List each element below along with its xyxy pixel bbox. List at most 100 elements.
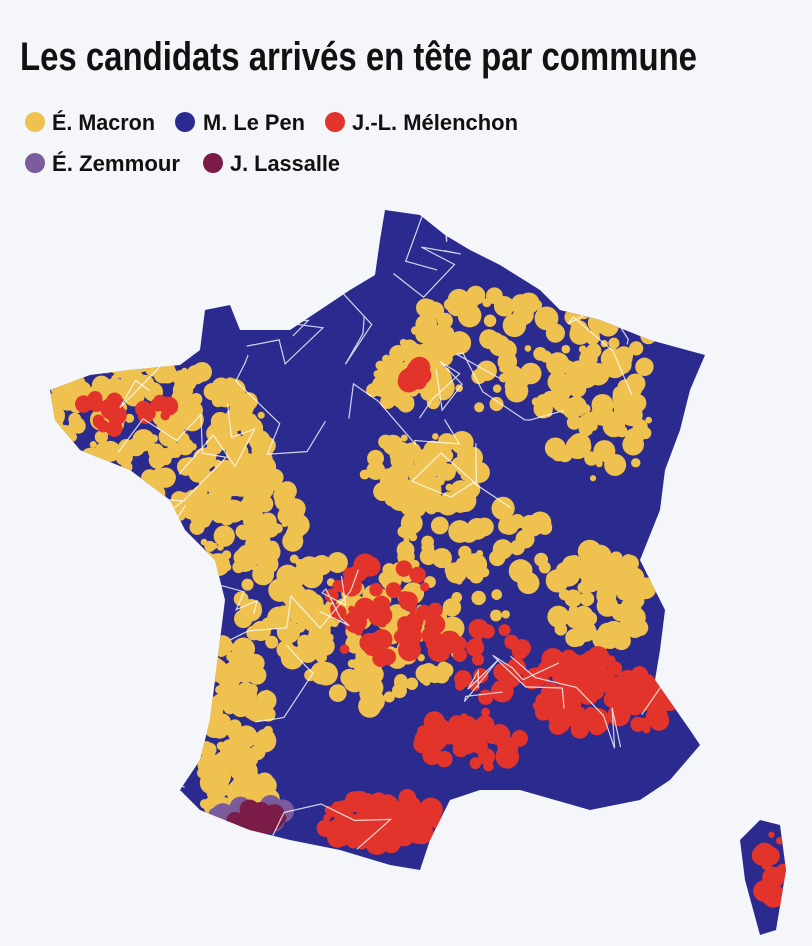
commune-patch — [469, 757, 482, 770]
commune-patch — [432, 498, 447, 513]
commune-patch — [492, 539, 513, 560]
commune-patch — [180, 367, 188, 375]
commune-patch — [219, 462, 227, 471]
legend-swatch — [325, 112, 345, 132]
commune-patch — [475, 715, 495, 735]
department-border — [255, 645, 314, 723]
commune-patch — [224, 499, 240, 514]
commune-patch — [388, 487, 413, 511]
commune-patch — [776, 836, 784, 845]
commune-patch — [373, 370, 382, 378]
commune-patch — [383, 691, 395, 703]
commune-patch — [393, 349, 400, 357]
commune-patch — [394, 676, 407, 689]
commune-patch — [568, 360, 588, 380]
department-border — [455, 352, 565, 421]
commune-patch — [273, 523, 283, 534]
commune-patch — [442, 598, 462, 617]
commune-patch — [434, 475, 445, 486]
commune-patch — [583, 670, 592, 679]
commune-patch — [385, 582, 402, 599]
commune-patch — [156, 420, 167, 431]
commune-patch — [504, 378, 519, 394]
commune-patch — [115, 446, 127, 458]
commune-patch — [424, 344, 443, 363]
commune-patch — [373, 482, 393, 502]
commune-patch — [498, 518, 515, 535]
commune-patch — [264, 777, 276, 788]
commune-patch — [328, 554, 341, 567]
commune-patch — [576, 676, 600, 701]
commune-patch — [324, 805, 334, 815]
commune-patch — [452, 496, 469, 513]
commune-patch — [556, 719, 570, 733]
commune-patch — [622, 433, 645, 456]
commune-patch — [369, 582, 383, 597]
commune-patch — [408, 533, 418, 542]
commune-patch — [761, 884, 786, 908]
commune-patch — [367, 631, 389, 653]
commune-patch — [166, 442, 183, 458]
commune-patch — [644, 359, 653, 369]
commune-patch — [160, 411, 170, 421]
commune-patch — [568, 432, 591, 456]
commune-patch — [256, 811, 279, 834]
commune-patch — [70, 389, 80, 399]
commune-patch — [68, 416, 86, 434]
commune-patch — [237, 527, 251, 541]
commune-patch — [577, 539, 602, 564]
commune-patch — [488, 334, 511, 357]
commune-patch — [451, 716, 458, 723]
commune-patch — [429, 737, 444, 752]
commune-patch — [373, 818, 398, 842]
commune-patch — [413, 450, 433, 470]
commune-patch — [412, 365, 432, 385]
commune-patch — [435, 327, 449, 340]
commune-patch — [100, 397, 123, 421]
commune-patch — [337, 824, 349, 836]
commune-patch — [189, 392, 203, 406]
commune-patch — [240, 417, 264, 440]
commune-patch — [113, 378, 120, 385]
commune-patch — [280, 646, 304, 670]
commune-patch — [540, 404, 552, 415]
commune-patch — [120, 372, 139, 391]
commune-patch — [491, 589, 503, 600]
commune-patch — [289, 554, 299, 564]
commune-patch — [286, 576, 303, 593]
commune-patch — [257, 411, 265, 419]
commune-patch — [403, 519, 420, 536]
commune-patch — [379, 840, 386, 848]
commune-patch — [634, 690, 656, 712]
department-border — [178, 403, 256, 475]
commune-patch — [345, 633, 366, 654]
commune-patch — [318, 616, 333, 630]
department-border — [235, 354, 326, 455]
commune-patch — [161, 470, 176, 485]
commune-patch — [473, 668, 489, 684]
commune-patch — [217, 544, 224, 551]
commune-patch — [570, 381, 584, 395]
legend-swatch — [25, 112, 45, 132]
commune-patch — [197, 514, 211, 528]
commune-patch — [437, 433, 456, 452]
commune-patch — [323, 814, 331, 822]
commune-patch — [450, 462, 459, 472]
commune-patch — [153, 366, 172, 384]
commune-patch — [125, 413, 135, 423]
commune-patch — [379, 648, 397, 666]
commune-patch — [175, 395, 194, 414]
commune-patch — [580, 403, 591, 414]
commune-patch — [489, 396, 504, 412]
commune-patch — [246, 653, 265, 673]
commune-patch — [219, 510, 235, 526]
commune-patch — [407, 824, 427, 844]
commune-patch — [474, 402, 485, 413]
commune-patch — [228, 719, 242, 733]
legend-swatch — [203, 153, 223, 173]
commune-patch — [444, 562, 459, 577]
commune-patch — [340, 668, 359, 687]
commune-patch — [468, 618, 489, 640]
commune-patch — [481, 707, 491, 717]
